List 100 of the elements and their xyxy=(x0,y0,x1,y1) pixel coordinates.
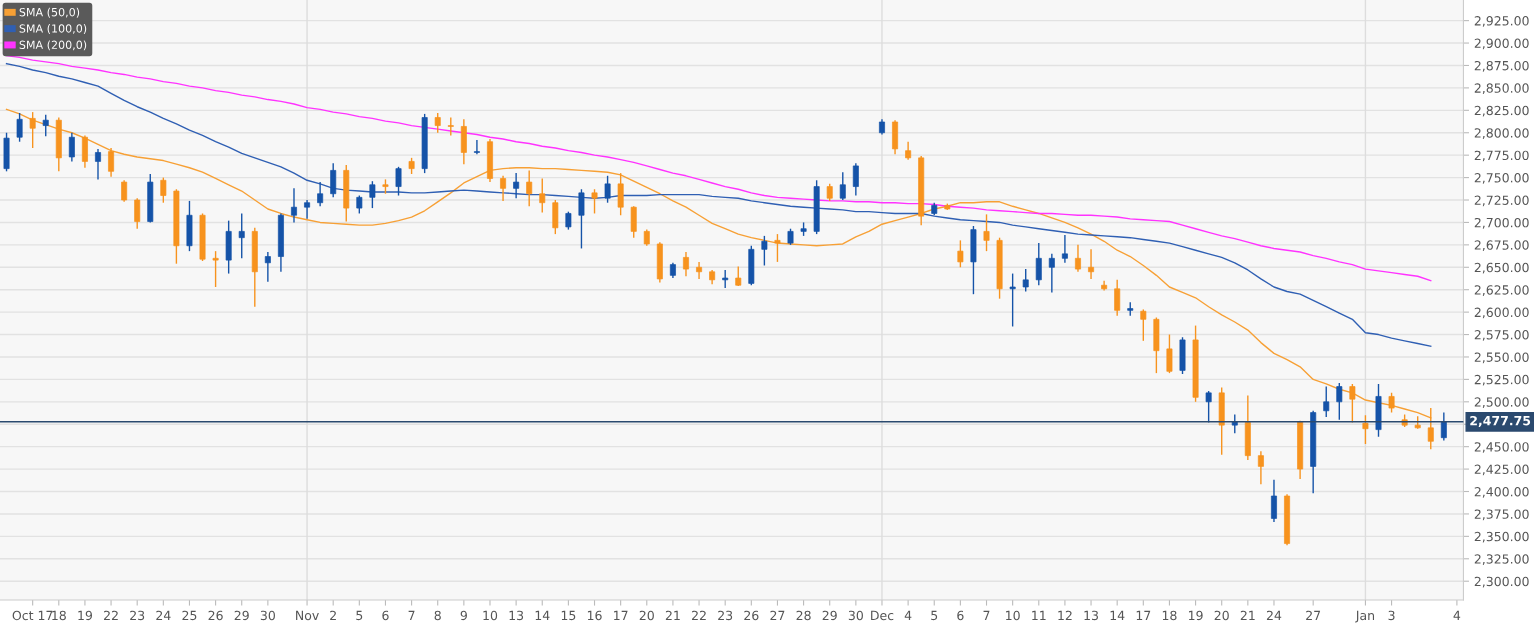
x-tick-label: 5 xyxy=(356,610,363,621)
candlestick xyxy=(617,172,624,216)
y-tick-label: 2,350.00 xyxy=(1474,531,1529,543)
candlestick xyxy=(1388,392,1395,414)
candlestick xyxy=(16,112,23,143)
candlestick xyxy=(1035,242,1042,286)
line-series xyxy=(5,54,1432,282)
candlestick xyxy=(696,261,703,280)
y-tick-label: 2,750.00 xyxy=(1474,173,1529,184)
x-tick-label: 4 xyxy=(1453,610,1461,620)
y-tick-label: 2,925.00 xyxy=(1474,16,1529,27)
y-tick-label: 2,450.00 xyxy=(1474,442,1529,453)
candlestick xyxy=(1022,268,1029,293)
candlestick xyxy=(1257,450,1264,486)
line-series xyxy=(5,108,1432,419)
x-tick-label: Dec xyxy=(871,610,894,621)
x-tick-label: 5 xyxy=(931,610,938,621)
candlestick xyxy=(395,166,402,197)
candlestick xyxy=(434,112,441,134)
ref-line-label: 2,477.75 xyxy=(1470,415,1531,427)
x-tick-label: 18 xyxy=(52,610,66,621)
candlestick xyxy=(983,213,990,252)
x-tick-label: 14 xyxy=(1110,610,1125,620)
legend-label: SMA (100,0) xyxy=(19,24,87,34)
x-tick-label: 6 xyxy=(382,610,389,621)
candlestick xyxy=(539,177,546,214)
x-tick-label: 22 xyxy=(692,610,706,620)
x-tick-label: 23 xyxy=(718,610,733,621)
x-tick-label: 17 xyxy=(614,610,628,620)
candlestick xyxy=(604,175,611,204)
candlestick xyxy=(500,175,507,202)
candlestick xyxy=(212,250,219,288)
x-tick-label: 4 xyxy=(904,610,912,620)
y-tick-label: 2,325.00 xyxy=(1474,554,1529,565)
x-tick-label: 29 xyxy=(822,610,837,621)
x-tick-label: 30 xyxy=(848,610,863,621)
legend-label: SMA (200,0) xyxy=(19,40,87,51)
x-tick-label: 20 xyxy=(1214,610,1229,621)
candlestick xyxy=(852,162,859,197)
candlestick xyxy=(957,239,964,268)
y-tick-label: 2,625.00 xyxy=(1474,285,1529,296)
x-tick-label: 21 xyxy=(665,610,680,620)
x-tick-label: 13 xyxy=(1084,610,1098,621)
candlestick xyxy=(1114,279,1121,317)
x-tick-label: 19 xyxy=(1188,610,1203,621)
x-tick-label: 30 xyxy=(260,610,275,621)
y-tick-label: 2,775.00 xyxy=(1474,150,1529,162)
y-tick-label: 2,675.00 xyxy=(1474,240,1529,252)
x-tick-label: 24 xyxy=(156,610,171,620)
x-tick-label: 12 xyxy=(1058,610,1072,620)
x-tick-label: 19 xyxy=(78,610,93,621)
candlestick xyxy=(1009,272,1016,328)
y-tick-label: 2,575.00 xyxy=(1474,330,1529,341)
candlestick xyxy=(683,251,689,277)
candlestick xyxy=(722,269,729,289)
candlestick xyxy=(591,188,598,215)
candlestick xyxy=(29,111,36,149)
y-tick-label: 2,375.00 xyxy=(1474,509,1529,521)
candlestick xyxy=(1088,248,1095,280)
candlestick xyxy=(1440,411,1447,442)
candlestick xyxy=(68,132,75,163)
y-tick-label: 2,650.00 xyxy=(1474,262,1529,274)
candlestick xyxy=(1271,479,1277,523)
y-tick-label: 2,875.00 xyxy=(1474,60,1529,72)
x-tick-label: 8 xyxy=(434,610,441,621)
candlestick xyxy=(1061,234,1068,264)
candlestick xyxy=(473,139,480,155)
candlestick xyxy=(1075,244,1081,273)
x-tick-label: 7 xyxy=(983,610,990,620)
x-tick-label: 27 xyxy=(770,610,785,620)
candlestick xyxy=(761,235,768,267)
y-tick-label: 2,825.00 xyxy=(1474,105,1529,117)
x-tick-label: 29 xyxy=(234,610,249,621)
candlestick xyxy=(1362,414,1369,445)
y-tick-label: 2,900.00 xyxy=(1474,38,1529,50)
candlestick xyxy=(160,176,167,204)
y-tick-label: 2,850.00 xyxy=(1474,83,1529,95)
x-tick-label: 6 xyxy=(957,610,964,621)
x-tick-label: 13 xyxy=(509,610,524,621)
x-tick-label: Jan xyxy=(1355,610,1375,623)
x-tick-label: 28 xyxy=(796,610,811,621)
candlestick xyxy=(839,171,846,201)
candlestick xyxy=(526,169,533,207)
legend-label: SMA (50,0) xyxy=(19,7,80,18)
x-tick-label: 15 xyxy=(561,610,576,621)
candlestick xyxy=(304,199,311,220)
candlestick xyxy=(513,172,520,199)
x-tick-label: 10 xyxy=(483,610,498,621)
x-tick-label: 11 xyxy=(1032,610,1046,620)
candlestick xyxy=(1048,253,1055,294)
y-tick-label: 2,500.00 xyxy=(1474,397,1529,409)
x-tick-label: 18 xyxy=(1162,610,1177,621)
candlestick xyxy=(1166,333,1173,374)
candlestick xyxy=(238,212,245,260)
y-tick-label: 2,725.00 xyxy=(1474,195,1529,207)
x-tick-label: 22 xyxy=(104,610,118,620)
candlestick xyxy=(1336,382,1343,421)
candlestick xyxy=(369,180,376,209)
x-tick-label: 16 xyxy=(587,610,602,621)
candlestick xyxy=(291,187,297,224)
